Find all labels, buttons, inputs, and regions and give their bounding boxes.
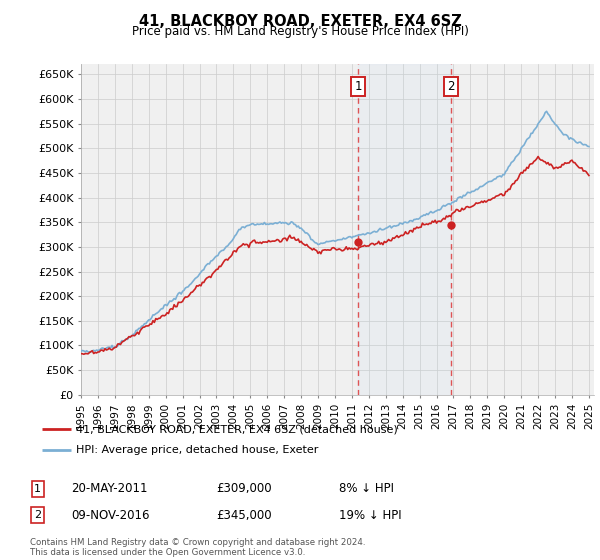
Text: 8% ↓ HPI: 8% ↓ HPI — [339, 482, 394, 496]
Text: 09-NOV-2016: 09-NOV-2016 — [71, 508, 149, 522]
Text: Price paid vs. HM Land Registry's House Price Index (HPI): Price paid vs. HM Land Registry's House … — [131, 25, 469, 38]
Text: 41, BLACKBOY ROAD, EXETER, EX4 6SZ (detached house): 41, BLACKBOY ROAD, EXETER, EX4 6SZ (deta… — [76, 424, 398, 435]
Text: £345,000: £345,000 — [216, 508, 272, 522]
Text: 41, BLACKBOY ROAD, EXETER, EX4 6SZ: 41, BLACKBOY ROAD, EXETER, EX4 6SZ — [139, 14, 461, 29]
Text: 20-MAY-2011: 20-MAY-2011 — [71, 482, 148, 496]
Text: 2: 2 — [34, 510, 41, 520]
Text: 2: 2 — [448, 80, 455, 93]
Bar — [358, 64, 451, 395]
Text: £309,000: £309,000 — [216, 482, 272, 496]
Text: 1: 1 — [34, 484, 41, 494]
Text: HPI: Average price, detached house, Exeter: HPI: Average price, detached house, Exet… — [76, 445, 318, 455]
Text: 1: 1 — [355, 80, 362, 93]
Text: 19% ↓ HPI: 19% ↓ HPI — [339, 508, 401, 522]
Text: Contains HM Land Registry data © Crown copyright and database right 2024.
This d: Contains HM Land Registry data © Crown c… — [30, 538, 365, 557]
